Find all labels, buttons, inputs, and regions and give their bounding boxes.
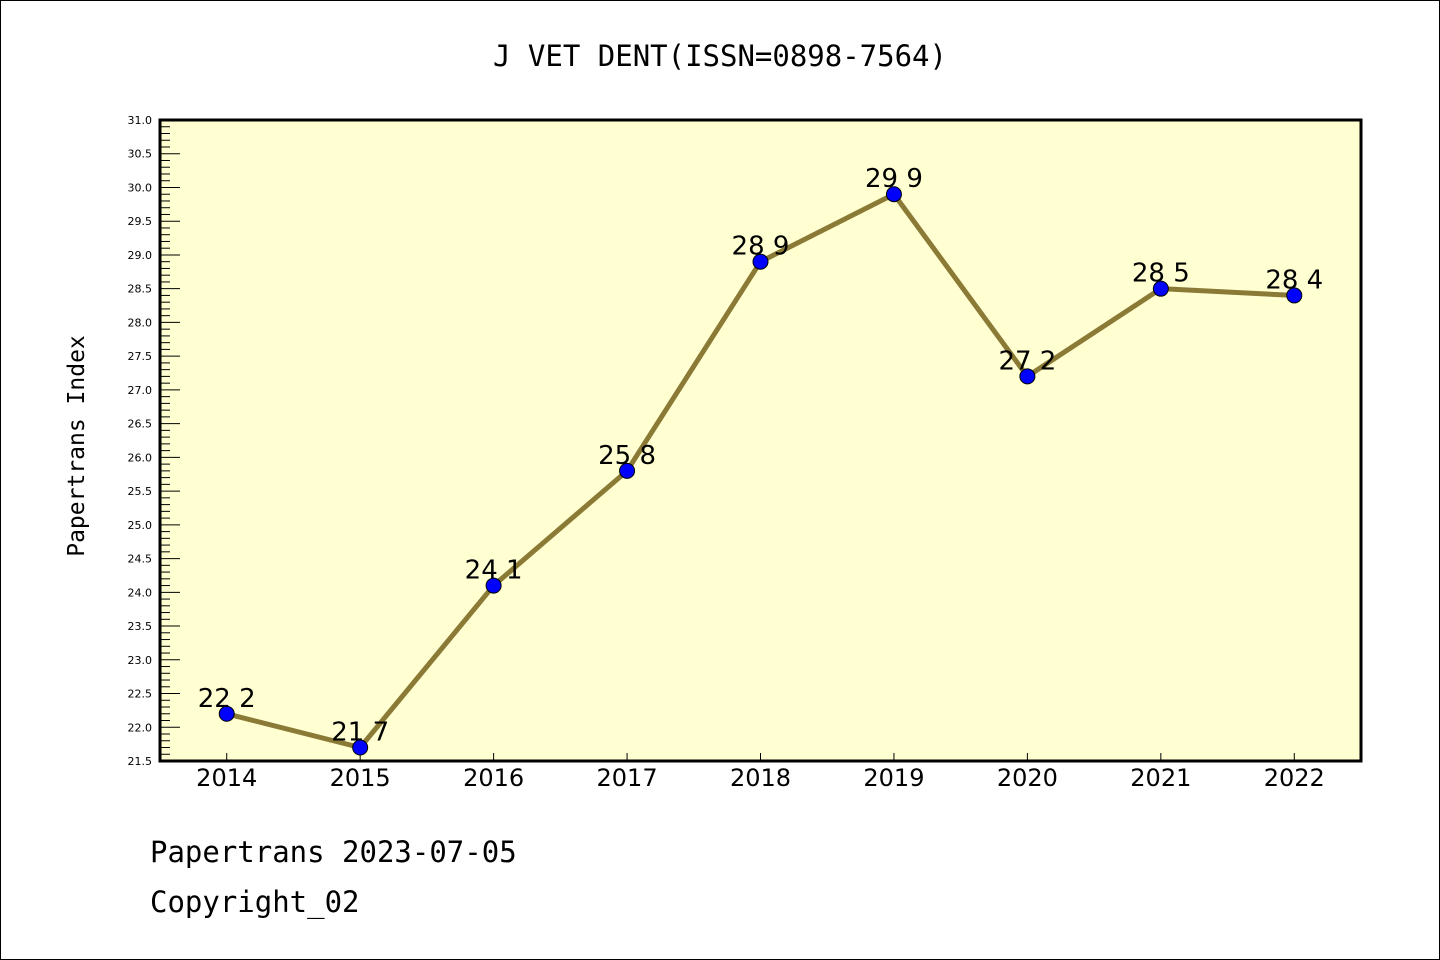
data-label: 22 2 <box>198 684 256 714</box>
x-tick-label: 2014 <box>196 764 257 792</box>
y-axis-label: Papertrans Index <box>64 335 90 557</box>
y-tick-label: 24.5 <box>128 553 153 566</box>
data-point <box>752 253 769 270</box>
y-tick-label: 22.0 <box>128 721 153 734</box>
data-point <box>485 577 502 594</box>
x-tick-label: 2019 <box>863 764 924 792</box>
y-tick-label: 29.0 <box>128 249 153 262</box>
y-tick-label: 29.5 <box>128 215 153 228</box>
data-point <box>619 462 636 479</box>
y-tick-label: 21.5 <box>128 755 153 768</box>
y-tick-label: 25.5 <box>128 485 153 498</box>
plot-area <box>160 120 1361 761</box>
data-label: 28 9 <box>732 232 790 262</box>
x-tick-label: 2018 <box>730 764 791 792</box>
y-tick-label: 30.5 <box>128 148 153 161</box>
y-tick-label: 27.5 <box>128 350 153 363</box>
y-tick-label: 23.5 <box>128 620 153 633</box>
x-tick-label: 2021 <box>1130 764 1191 792</box>
y-tick-label: 24.0 <box>128 586 153 599</box>
x-tick-label: 2017 <box>597 764 658 792</box>
y-tick-label: 26.5 <box>128 418 153 431</box>
y-tick-label: 28.5 <box>128 283 153 296</box>
footer-date: Papertrans 2023-07-05 <box>150 835 517 869</box>
data-label: 28 5 <box>1132 259 1190 289</box>
y-tick-label: 23.0 <box>128 654 153 667</box>
data-label: 27 2 <box>998 346 1056 376</box>
footer-copyright: Copyright_02 <box>150 885 360 919</box>
y-tick-label: 26.0 <box>128 451 153 464</box>
y-tick-label: 25.0 <box>128 519 153 532</box>
y-tick-label: 28.0 <box>128 316 153 329</box>
y-tick-label: 31.0 <box>128 114 153 127</box>
data-point <box>1152 280 1169 297</box>
x-tick-label: 2020 <box>997 764 1058 792</box>
x-tick-label: 2022 <box>1264 764 1325 792</box>
data-label: 24 1 <box>465 556 523 586</box>
y-tick-label: 27.0 <box>128 384 153 397</box>
data-point <box>1286 287 1303 304</box>
data-point <box>352 739 369 756</box>
data-point <box>885 186 902 203</box>
data-point <box>218 705 235 722</box>
data-label: 25 8 <box>598 441 656 471</box>
x-tick-label: 2016 <box>463 764 524 792</box>
y-tick-label: 30.0 <box>128 181 153 194</box>
data-label: 28 4 <box>1265 265 1323 295</box>
data-point <box>1019 368 1036 385</box>
data-label: 29 9 <box>865 164 923 194</box>
data-label: 21 7 <box>331 718 389 748</box>
x-tick-label: 2015 <box>330 764 391 792</box>
plot-border <box>158 118 1363 763</box>
chart-title: J VET DENT(ISSN=0898-7564) <box>493 39 947 73</box>
y-tick-label: 22.5 <box>128 688 153 701</box>
